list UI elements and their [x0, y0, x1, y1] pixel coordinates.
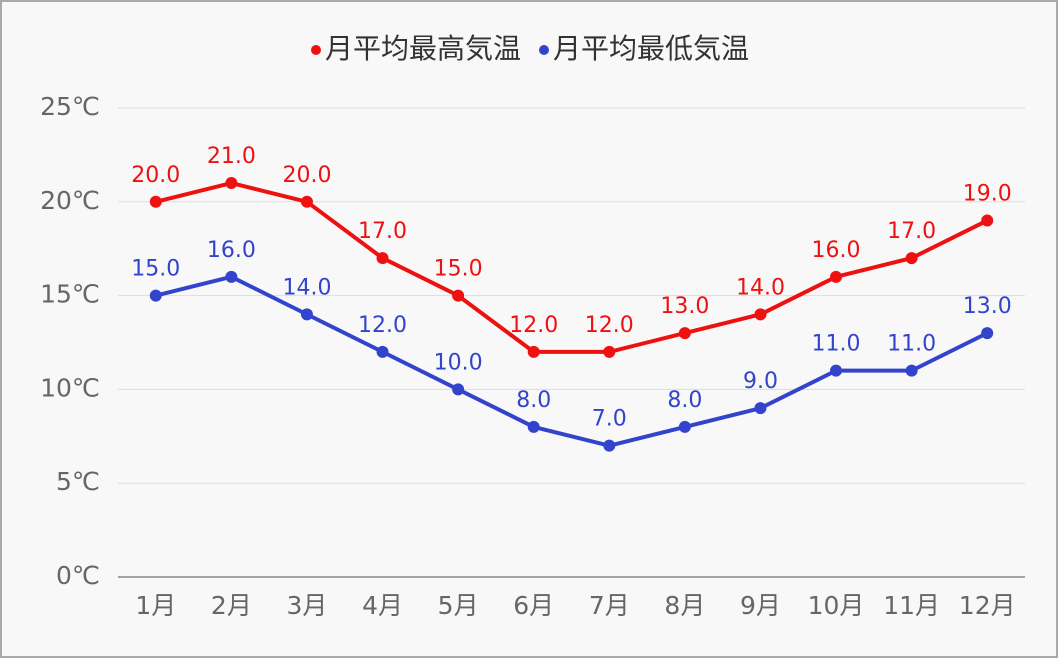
data-label: 19.0: [963, 182, 1012, 207]
y-tick-label: 20℃: [40, 186, 100, 215]
legend-marker: [539, 45, 549, 55]
x-tick-label: 4月: [362, 591, 403, 620]
data-point: [452, 289, 465, 302]
data-point: [225, 177, 238, 190]
data-point: [225, 270, 238, 283]
data-label: 21.0: [207, 144, 256, 169]
legend-label: 月平均最低気温: [553, 32, 749, 65]
data-label: 8.0: [516, 388, 551, 413]
y-tick-label: 0℃: [56, 561, 100, 590]
series-line: [155, 274, 989, 448]
x-tick-label: 3月: [287, 591, 328, 620]
data-point: [905, 252, 918, 265]
y-tick-label: 10℃: [40, 373, 100, 402]
data-label: 10.0: [434, 350, 483, 375]
x-tick-label: 8月: [664, 591, 705, 620]
data-point: [300, 308, 313, 321]
legend-marker: [310, 45, 321, 55]
data-point: [376, 252, 389, 265]
data-label: 20.0: [282, 163, 331, 188]
data-point: [149, 195, 162, 208]
data-point: [452, 383, 465, 396]
data-point: [981, 214, 994, 227]
series-line: [155, 181, 989, 354]
data-label: 16.0: [207, 238, 256, 263]
data-point: [678, 420, 691, 433]
x-tick-label: 7月: [589, 591, 630, 620]
data-label: 12.0: [585, 313, 634, 338]
data-point: [981, 327, 994, 340]
data-label: 11.0: [887, 332, 936, 357]
data-label: 20.0: [131, 163, 180, 188]
x-tick-label: 1月: [135, 591, 176, 620]
data-label: 11.0: [812, 332, 861, 357]
x-tick-label: 5月: [438, 591, 479, 620]
data-label: 8.0: [667, 388, 702, 413]
data-point: [830, 270, 843, 283]
y-tick-label: 5℃: [56, 467, 100, 496]
data-label: 13.0: [963, 294, 1012, 319]
data-point: [300, 195, 313, 208]
y-tick-label: 25℃: [40, 92, 100, 121]
data-label: 14.0: [282, 275, 331, 300]
data-label: 17.0: [887, 219, 936, 244]
x-tick-label: 6月: [513, 591, 554, 620]
data-label: 13.0: [660, 294, 709, 319]
x-tick-label: 2月: [211, 591, 252, 620]
data-label: 12.0: [358, 313, 407, 338]
data-point: [149, 289, 162, 302]
legend-label: 月平均最高気温: [325, 32, 521, 65]
data-label: 15.0: [434, 257, 483, 282]
data-point: [603, 439, 616, 452]
data-label: 7.0: [592, 407, 627, 432]
x-tick-label: 12月: [959, 591, 1016, 620]
data-label: 17.0: [358, 219, 407, 244]
data-label: 12.0: [509, 313, 558, 338]
data-point: [754, 308, 767, 321]
x-tick-label: 11月: [883, 591, 940, 620]
x-tick-label: 10月: [808, 591, 865, 620]
legend: 月平均最高気温 月平均最低気温: [310, 32, 749, 65]
x-tick-label: 9月: [740, 591, 781, 620]
data-label: 9.0: [743, 369, 778, 394]
data-label: 14.0: [736, 275, 785, 300]
data-point: [527, 345, 540, 358]
data-point: [754, 402, 767, 415]
data-label: 16.0: [812, 238, 861, 263]
data-point: [678, 327, 691, 340]
y-tick-label: 15℃: [40, 280, 100, 309]
data-point: [376, 345, 389, 358]
data-point: [527, 420, 540, 433]
data-point: [603, 345, 616, 358]
data-point: [905, 364, 918, 377]
data-point: [830, 364, 843, 377]
data-label: 15.0: [131, 257, 180, 282]
